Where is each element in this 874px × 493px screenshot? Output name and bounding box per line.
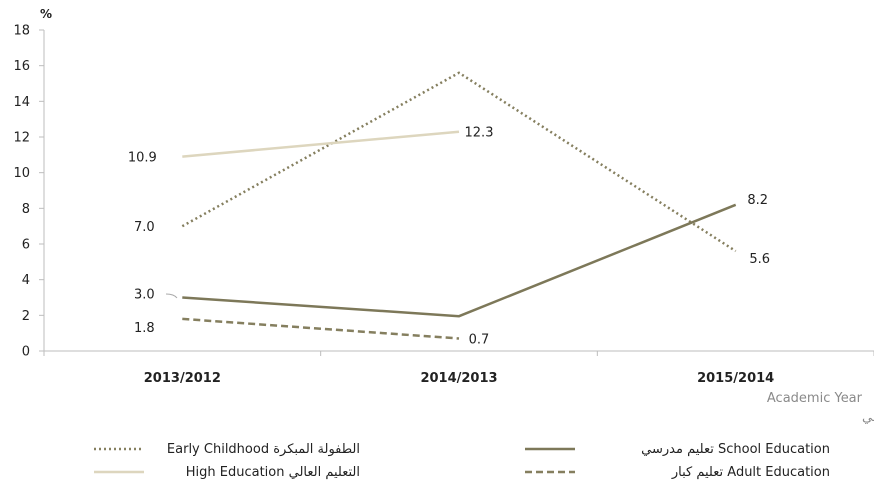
legend-label-school: تعليم مدرسي School Education xyxy=(641,442,830,457)
x-category-label: 2015/2014 xyxy=(697,371,774,386)
data-label: 3.0 xyxy=(134,288,155,303)
y-tick-label: 0 xyxy=(22,345,30,360)
y-ticks: 0 2 4 6 8 10 12 14 16 18 xyxy=(13,24,44,360)
data-label: 7.0 xyxy=(134,220,155,235)
label-leader-line xyxy=(165,293,178,299)
y-tick-label: 12 xyxy=(13,131,30,146)
data-labels: 7.0 5.6 10.9 12.3 3.0 8.2 1.8 0.7 xyxy=(128,126,770,348)
legend-label-adult: تعليم كبار Adult Education xyxy=(671,465,830,480)
y-tick-label: 14 xyxy=(13,95,30,110)
series-line-adult xyxy=(182,317,460,340)
data-label: 1.8 xyxy=(134,321,155,336)
x-ticks: 2013/2012 2014/2013 2015/2014 xyxy=(43,351,874,386)
y-tick-label: 6 xyxy=(22,238,30,253)
x-category-label: 2013/2012 xyxy=(144,371,221,386)
data-label: 8.2 xyxy=(747,193,768,208)
legend-label-early: Early Childhood الطفولة المبكرة xyxy=(167,442,360,457)
series-lines xyxy=(181,71,737,340)
legend: Early Childhood الطفولة المبكرة High Educ… xyxy=(94,442,830,480)
y-tick-label: 18 xyxy=(13,24,30,39)
y-tick-label: 10 xyxy=(13,166,30,181)
x-axis-title-en: Academic Year xyxy=(767,391,863,406)
data-label: 12.3 xyxy=(465,126,494,141)
series-line-high xyxy=(182,130,460,158)
y-tick-label: 16 xyxy=(13,59,30,74)
series-line-early xyxy=(181,71,737,253)
legend-label-high: High Education التعليم العالي xyxy=(186,465,360,480)
data-label: 0.7 xyxy=(469,333,490,348)
data-label: 5.6 xyxy=(749,252,770,267)
series-line-school xyxy=(182,203,737,318)
x-axis-title-ar: العام الأكاديمي xyxy=(862,408,874,425)
data-label: 10.9 xyxy=(128,151,157,166)
x-category-label: 2014/2013 xyxy=(420,371,497,386)
y-tick-label: 4 xyxy=(22,273,30,288)
y-tick-label: 8 xyxy=(22,202,30,217)
y-unit-label: % xyxy=(40,7,52,21)
y-tick-label: 2 xyxy=(22,309,30,324)
